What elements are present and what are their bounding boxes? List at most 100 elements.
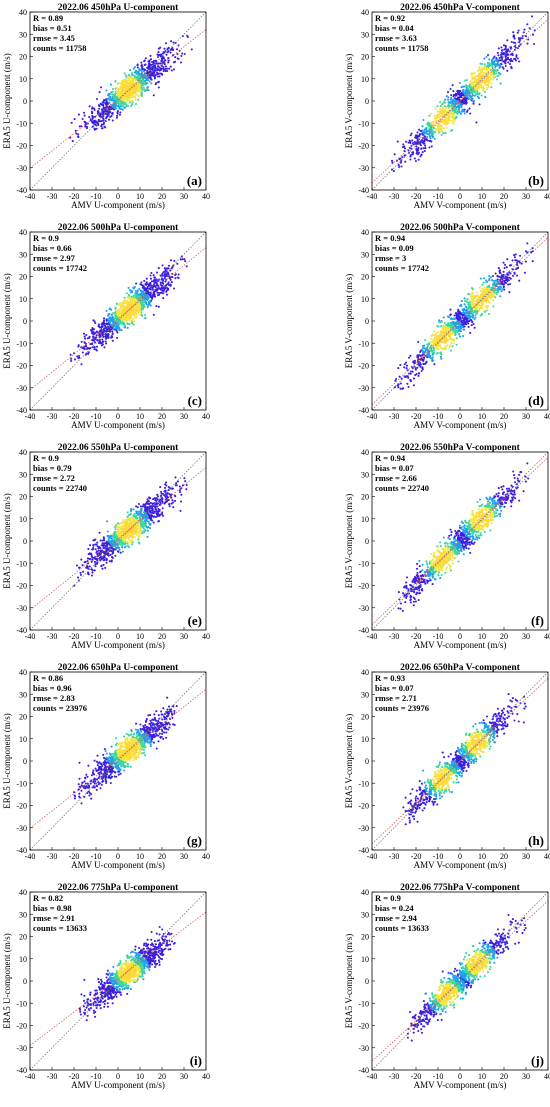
scatter-point [492,299,494,301]
scatter-point [437,325,439,327]
scatter-point [472,103,474,105]
scatter-point [180,61,182,63]
scatter-point [497,52,499,54]
y-tick-label: 40 [19,228,27,237]
scatter-point [133,318,135,320]
scatter-point [162,264,164,266]
scatter-point [112,91,114,93]
scatter-point [103,126,105,128]
scatter-point [71,122,73,124]
scatter-point [454,97,456,99]
scatter-point [442,132,444,134]
scatter-point [119,114,121,116]
scatter-point [82,351,84,353]
scatter-point [525,250,527,252]
scatter-point [106,558,108,560]
scatter-point [163,48,165,50]
x-axis-label: AMV V-component (m/s) [414,420,507,430]
scatter-point [108,333,110,335]
scatter-point [437,331,439,333]
scatter-point [167,273,169,275]
scatter-point [450,318,452,320]
scatter-point [117,110,119,112]
scatter-point [491,279,493,281]
scatter-point [119,111,121,113]
scatter-point [433,363,435,365]
scatter-point [95,348,97,350]
scatter-point [480,277,482,279]
scatter-point [436,120,438,122]
x-axis-label: AMV V-component (m/s) [414,200,507,210]
scatter-point [130,291,132,293]
scatter-point [135,98,137,100]
scatter-point [477,295,479,297]
scatter-point [89,544,91,546]
scatter-point [472,293,474,295]
stat-counts: counts = 11758 [375,43,429,53]
scatter-point [139,283,141,285]
scatter-point [151,280,153,282]
scatter-point [451,345,453,347]
scatter-point [165,65,167,67]
scatter-point [440,325,442,327]
y-tick-label: -10 [358,339,369,348]
scatter-point [522,35,524,37]
scatter-point [86,126,88,128]
scatter-point [96,128,98,130]
scatter-point [518,60,520,62]
scatter-point [86,565,88,567]
scatter-point [171,69,173,71]
scatter-point [109,560,111,562]
scatter-point [481,63,483,65]
scatter-point [450,130,452,132]
scatter-point [111,559,113,561]
scatter-point [518,29,520,31]
scatter-point [145,284,147,286]
scatter-point [517,32,519,34]
scatter-point [492,305,494,307]
scatter-point [144,317,146,319]
scatter-point [91,115,93,117]
scatter-point [94,120,96,122]
scatter-point [440,105,442,107]
scatter-point [87,560,89,562]
scatter-point [105,89,107,91]
scatter-point [480,72,482,74]
y-tick-label: -40 [358,186,369,195]
scatter-point [129,320,131,322]
scatter-point [498,47,500,49]
scatter-point [402,143,404,145]
scatter-point [178,273,180,275]
scatter-point [518,280,520,282]
scatter-point [399,158,401,160]
scatter-point [124,325,126,327]
scatter-point [526,242,528,244]
scatter-point [108,102,110,104]
scatter-point [407,386,409,388]
scatter-point [95,548,97,550]
scatter-point [499,272,501,274]
scatter-point [116,115,118,117]
scatter-point [429,355,431,357]
scatter-point [96,98,98,100]
scatter-point [98,550,100,552]
scatter-point [84,335,86,337]
scatter-point [155,305,157,307]
scatter-point [140,505,142,507]
scatter-point [156,54,158,56]
scatter-point [101,127,103,129]
scatter-point [116,303,118,305]
scatter-point [89,105,91,107]
scatter-point [398,164,400,166]
stat-rmse: rmse = 3.45 [33,33,75,43]
x-axis-label: AMV U-component (m/s) [71,420,165,430]
scatter-point [172,506,174,508]
scatter-point [124,297,126,299]
scatter-point [415,160,417,162]
scatter-point [418,152,420,154]
scatter-point [454,314,456,316]
scatter-point [448,335,450,337]
scatter-point [481,313,483,315]
scatter-point [78,344,80,346]
